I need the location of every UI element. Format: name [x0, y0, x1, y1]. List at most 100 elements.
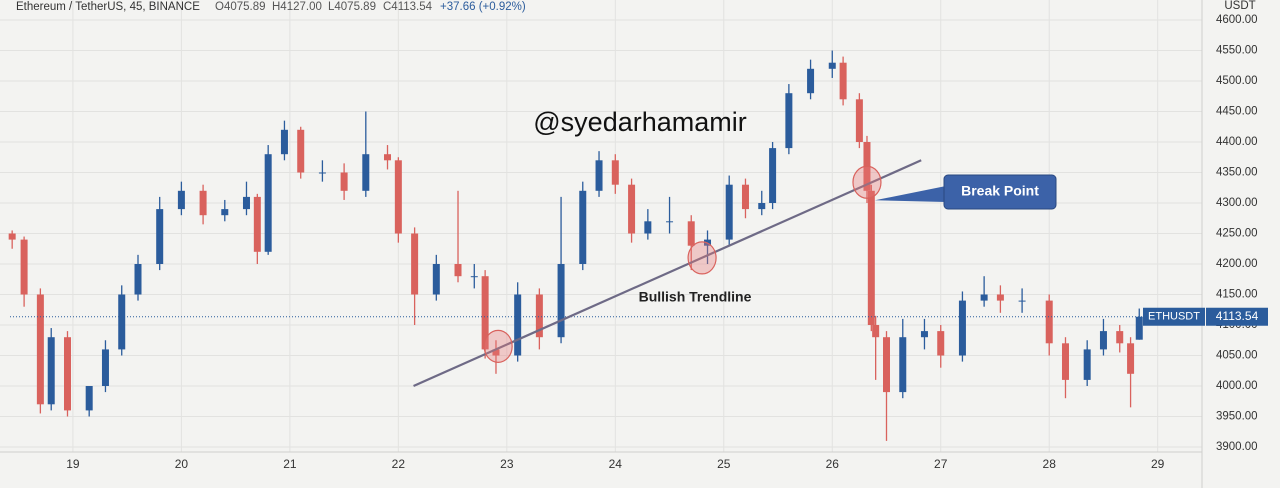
candle-body [807, 68, 815, 94]
low-label: L4075.89 [328, 1, 376, 13]
candle-body [855, 99, 863, 142]
currency-label: USDT [1224, 0, 1255, 12]
candle-body [980, 294, 988, 301]
y-tick-label: 4000.00 [1216, 380, 1258, 392]
x-tick-label: 28 [1043, 457, 1057, 471]
highlight-circle [687, 241, 717, 275]
candle-body [242, 196, 250, 210]
candle-body [253, 196, 261, 252]
y-tick-label: 4450.00 [1216, 106, 1258, 118]
symbol-tag-bg [1143, 307, 1205, 326]
candle-body [839, 62, 847, 100]
candle-body [828, 62, 836, 69]
candle-body [454, 264, 462, 277]
candle-body [595, 160, 603, 191]
y-tick-label: 3950.00 [1216, 411, 1258, 423]
candle-body [666, 221, 674, 223]
candle-body [628, 184, 636, 234]
y-tick-label: 4500.00 [1216, 75, 1258, 87]
candle-body [134, 264, 142, 295]
candle-body [85, 386, 93, 411]
candle-body [8, 233, 16, 240]
x-tick-label: 22 [392, 457, 406, 471]
x-tick-label: 23 [500, 457, 514, 471]
price-tag: 4113.54 [1216, 309, 1259, 323]
watermark: @syedarhamamir [533, 107, 746, 137]
candle-body [1083, 349, 1091, 380]
candle-body [687, 221, 695, 246]
candle-body [557, 264, 565, 338]
y-tick-label: 4300.00 [1216, 197, 1258, 209]
candle-body [579, 190, 587, 264]
candle-body [221, 209, 229, 216]
candle-body [118, 294, 126, 350]
candle-body [36, 294, 44, 405]
x-tick-label: 20 [175, 457, 189, 471]
candle-body [1127, 343, 1135, 374]
callout-box [943, 174, 1057, 210]
candle-body [297, 129, 305, 173]
x-tick-label: 29 [1151, 457, 1165, 471]
candle-body [535, 294, 543, 338]
candle-body [177, 190, 185, 210]
candle-body [867, 190, 875, 325]
candle-body [920, 331, 928, 338]
candle-body [264, 154, 272, 252]
candle-body [156, 209, 164, 264]
candle-body [470, 276, 478, 278]
candle-body [432, 264, 440, 295]
change-label: +37.66 (+0.92%) [440, 1, 526, 13]
symbol-tag: ETHUSDT [1148, 311, 1200, 323]
y-tick-label: 3900.00 [1216, 441, 1258, 453]
y-tick-label: 4150.00 [1216, 289, 1258, 301]
x-tick-label: 24 [609, 457, 623, 471]
symbol: Ethereum / TetherUS, 45, BINANCE [16, 1, 200, 13]
y-tick-label: 4050.00 [1216, 350, 1258, 362]
candle-body [996, 294, 1004, 301]
y-tick-label: 4400.00 [1216, 136, 1258, 148]
candle-body [514, 294, 522, 356]
y-tick-label: 4250.00 [1216, 228, 1258, 240]
candle-body [199, 190, 207, 216]
x-tick-label: 26 [826, 457, 840, 471]
candle-body [1018, 300, 1026, 302]
candle-body [362, 154, 370, 191]
candle-body [1045, 300, 1053, 344]
candle-body [1135, 316, 1143, 340]
candle-body [63, 337, 71, 411]
candle-body [481, 276, 489, 350]
x-tick-label: 25 [717, 457, 731, 471]
candle-body [758, 203, 766, 210]
x-tick-label: 27 [934, 457, 948, 471]
y-tick-label: 4600.00 [1216, 14, 1258, 26]
candle-body [899, 337, 907, 393]
x-tick-label: 19 [66, 457, 80, 471]
close-label: C4113.54 [383, 1, 433, 13]
candle-body [20, 239, 28, 295]
candle-body [340, 172, 348, 191]
candle-body [1116, 331, 1124, 344]
candle-body [492, 349, 500, 356]
candle-body [280, 129, 288, 155]
candle-body [769, 148, 777, 203]
candle-body [394, 160, 402, 234]
candle-body [611, 160, 619, 185]
y-tick-label: 4550.00 [1216, 45, 1258, 57]
y-tick-label: 4200.00 [1216, 258, 1258, 270]
candle-body [785, 93, 793, 149]
candle-body [384, 154, 392, 161]
grid [0, 0, 1202, 452]
y-tick-label: 4350.00 [1216, 167, 1258, 179]
highlight-circle [483, 329, 513, 363]
price-tag-bg [1206, 307, 1268, 326]
candle-body [644, 221, 652, 234]
candle-body [741, 184, 749, 210]
trendline-label: Bullish Trendline [639, 289, 752, 305]
candle-body [958, 300, 966, 356]
trendline [413, 159, 922, 388]
open-label: O4075.89 [215, 1, 266, 13]
highlight-circle [852, 165, 882, 199]
candle-body [411, 233, 419, 295]
